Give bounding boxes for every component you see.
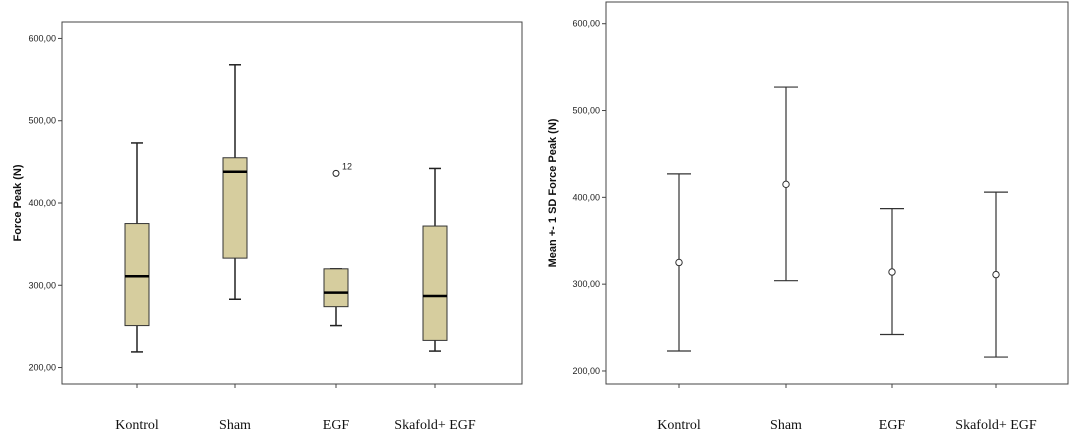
plot-frame — [605, 1, 1069, 385]
x-axis-categories: Kontrol Sham EGF Skafold+ EGF — [657, 384, 1037, 433]
boxplot-chart: Force Peak (N) 200,00 300,00 400,00 500,00 6… — [12, 21, 523, 433]
mean-point — [992, 270, 1000, 279]
x-axis-categories: Kontrol Sham EGF Skafold+ EGF — [115, 384, 476, 433]
box-2: 12 — [323, 161, 352, 327]
box-iqr — [323, 268, 349, 308]
y-tick-label: 300,00 — [28, 280, 56, 290]
error-bar-0 — [667, 173, 691, 352]
plot-frame — [61, 21, 523, 385]
x-category-label: Sham — [770, 418, 802, 433]
box-1 — [222, 64, 248, 301]
y-tick-label: 200,00 — [572, 366, 600, 376]
y-axis-title: Mean +- 1 SD Force Peak (N) — [547, 118, 559, 267]
error-bars — [667, 86, 1008, 358]
mean-point — [782, 180, 790, 189]
box-0 — [124, 142, 150, 353]
y-tick-label: 200,00 — [28, 363, 56, 373]
y-tick-label: 400,00 — [28, 198, 56, 208]
outlier-label: 12 — [342, 161, 352, 171]
error-bar-2 — [880, 208, 904, 336]
y-tick-label: 500,00 — [572, 106, 600, 116]
x-category-label: Skafold+ EGF — [394, 418, 476, 433]
x-category-label: Kontrol — [115, 418, 159, 433]
mean-point — [888, 268, 896, 276]
y-tick-label: 400,00 — [572, 192, 600, 202]
y-tick-label: 600,00 — [572, 19, 600, 29]
box-3 — [422, 167, 448, 352]
y-tick-label: 500,00 — [28, 116, 56, 126]
x-category-label: EGF — [323, 418, 350, 433]
box-iqr — [222, 157, 248, 259]
box-iqr — [124, 223, 150, 327]
x-category-label: Sham — [219, 418, 251, 433]
errorbar-chart: Mean +- 1 SD Force Peak (N) 200,00 300,00… — [547, 1, 1069, 433]
mean-point — [675, 258, 683, 267]
outlier-point — [332, 169, 340, 177]
boxes: 12 — [124, 64, 448, 353]
box-iqr — [422, 225, 448, 341]
y-axis-ticks: 200,00 300,00 400,00 500,00 600,00 — [572, 19, 606, 376]
error-bar-1 — [774, 86, 798, 282]
x-category-label: Kontrol — [657, 418, 701, 433]
y-axis-ticks: 200,00 300,00 400,00 500,00 600,00 — [28, 33, 62, 373]
error-bar-3 — [984, 191, 1008, 358]
y-tick-label: 600,00 — [28, 33, 56, 43]
y-tick-label: 300,00 — [572, 279, 600, 289]
y-axis-title: Force Peak (N) — [12, 164, 24, 241]
x-category-label: EGF — [879, 418, 906, 433]
x-category-label: Skafold+ EGF — [955, 418, 1037, 433]
